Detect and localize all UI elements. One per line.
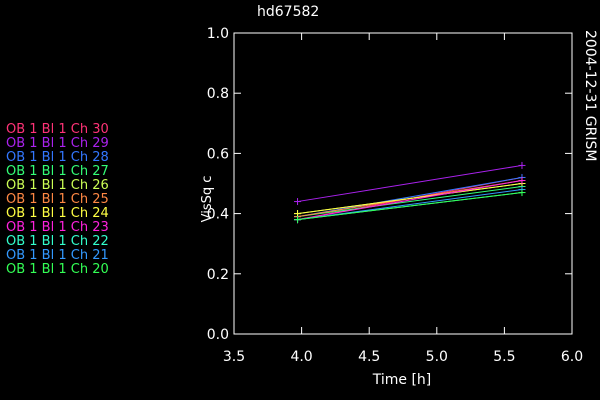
x-axis-ticks: 3.5 4.0 4.5 5.0 5.5 6.0 [223, 33, 583, 365]
series-line [297, 179, 523, 221]
side-label: 2004-12-31 GRISM [582, 30, 598, 161]
y-axis-label: VisSq c [200, 176, 215, 223]
legend-entry: OB 1 Bl 1 Ch 29 [6, 136, 109, 151]
x-tick-label: 5.0 [426, 349, 448, 365]
y-tick-label: 1.0 [207, 26, 229, 42]
y-tick-label: 0.2 [207, 267, 229, 283]
chart-title: hd67582 [257, 4, 319, 20]
legend-entry: OB 1 Bl 1 Ch 24 [6, 206, 109, 221]
data-point [518, 161, 526, 169]
y-axis-ticks: 0.0 0.2 0.4 0.6 0.8 1.0 [207, 26, 572, 343]
x-tick-label: 5.5 [493, 349, 515, 365]
data-point [518, 189, 526, 197]
legend-entry: OB 1 Bl 1 Ch 27 [6, 164, 109, 179]
x-tick-label: 3.5 [223, 349, 245, 365]
x-tick-label: 4.0 [290, 349, 312, 365]
legend-entry: OB 1 Bl 1 Ch 21 [6, 248, 109, 263]
legend-entry: OB 1 Bl 1 Ch 23 [6, 220, 109, 235]
data-point [294, 216, 302, 224]
x-axis-label: Time [h] [372, 372, 432, 388]
series-line [297, 192, 523, 221]
y-tick-label: 0.6 [207, 146, 229, 162]
series-line [297, 183, 523, 215]
legend-entry: OB 1 Bl 1 Ch 28 [6, 150, 109, 165]
legend-entry: OB 1 Bl 1 Ch 26 [6, 178, 109, 193]
data-point [294, 210, 302, 218]
series-layer [294, 161, 526, 224]
legend-entry: OB 1 Bl 1 Ch 30 [6, 122, 109, 137]
y-tick-label: 0.0 [207, 327, 229, 343]
series-line [297, 186, 523, 218]
x-tick-label: 4.5 [358, 349, 380, 365]
legend-entry: OB 1 Bl 1 Ch 20 [6, 262, 109, 277]
y-tick-label: 0.4 [207, 207, 229, 223]
legend-entry: OB 1 Bl 1 Ch 22 [6, 234, 109, 249]
plot-frame [233, 32, 573, 335]
data-point [294, 198, 302, 206]
series-line [297, 164, 523, 203]
y-tick-label: 0.8 [207, 86, 229, 102]
legend-entry: OB 1 Bl 1 Ch 25 [6, 192, 109, 207]
x-tick-label: 6.0 [561, 349, 583, 365]
data-point [518, 176, 526, 184]
